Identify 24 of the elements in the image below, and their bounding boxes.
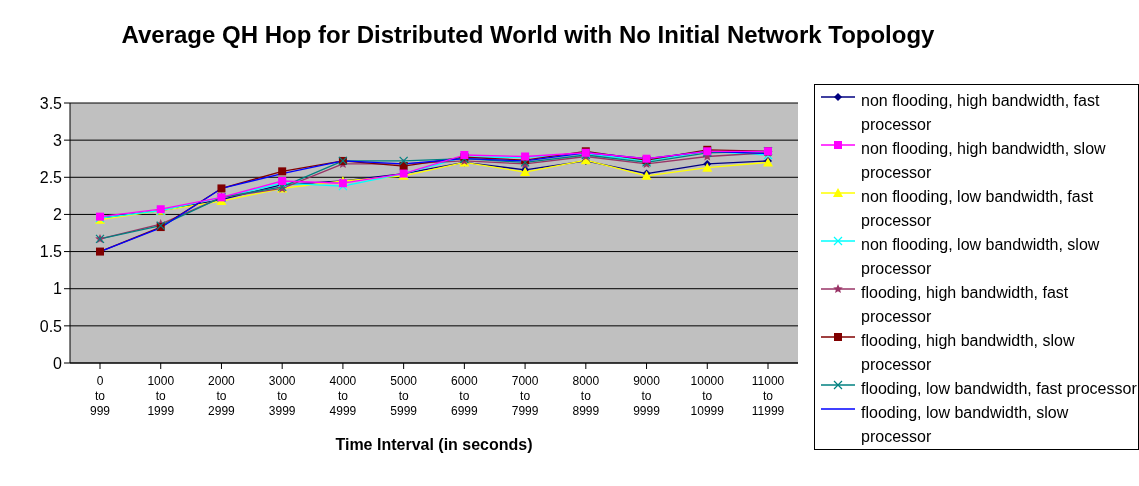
y-tick-label: 2 xyxy=(53,206,63,224)
x-tick-label: 7000 to 7999 xyxy=(511,374,539,418)
x-tick-label: 6000 to 6999 xyxy=(451,374,479,418)
x-tick-label: 5000 to 5999 xyxy=(390,374,418,418)
x-tick-label: 11000 to 11999 xyxy=(751,374,785,418)
y-tick-label: 0.5 xyxy=(39,317,63,335)
legend-label: flooding, low bandwidth, slow processor xyxy=(861,403,1070,447)
chart-title: Average QH Hop for Distributed World with No Initial Network Topology xyxy=(120,20,936,50)
x-tick-label: 4000 to 4999 xyxy=(329,374,357,418)
x-tick-label: 8000 to 8999 xyxy=(572,374,600,418)
y-tick-label: 2.5 xyxy=(39,168,63,186)
y-tick-label: 3.5 xyxy=(39,94,63,112)
x-tick-label: 2000 to 2999 xyxy=(208,374,236,418)
x-tick-label: 9000 to 9999 xyxy=(633,374,661,418)
y-tick-label: 3 xyxy=(53,131,63,149)
x-tick-label: 0 to 999 xyxy=(89,374,111,418)
x-tick-label: 1000 to 1999 xyxy=(147,374,175,418)
x-axis-title: Time Interval (in seconds) xyxy=(335,436,533,453)
x-tick-label: 10000 to 10999 xyxy=(690,374,725,418)
y-tick-label: 0 xyxy=(53,354,63,372)
y-tick-label: 1 xyxy=(53,280,63,298)
legend-label: flooding, low bandwidth, fast processor xyxy=(861,379,1138,399)
y-tick-label: 1.5 xyxy=(39,243,63,261)
x-tick-label: 3000 to 3999 xyxy=(268,374,296,418)
